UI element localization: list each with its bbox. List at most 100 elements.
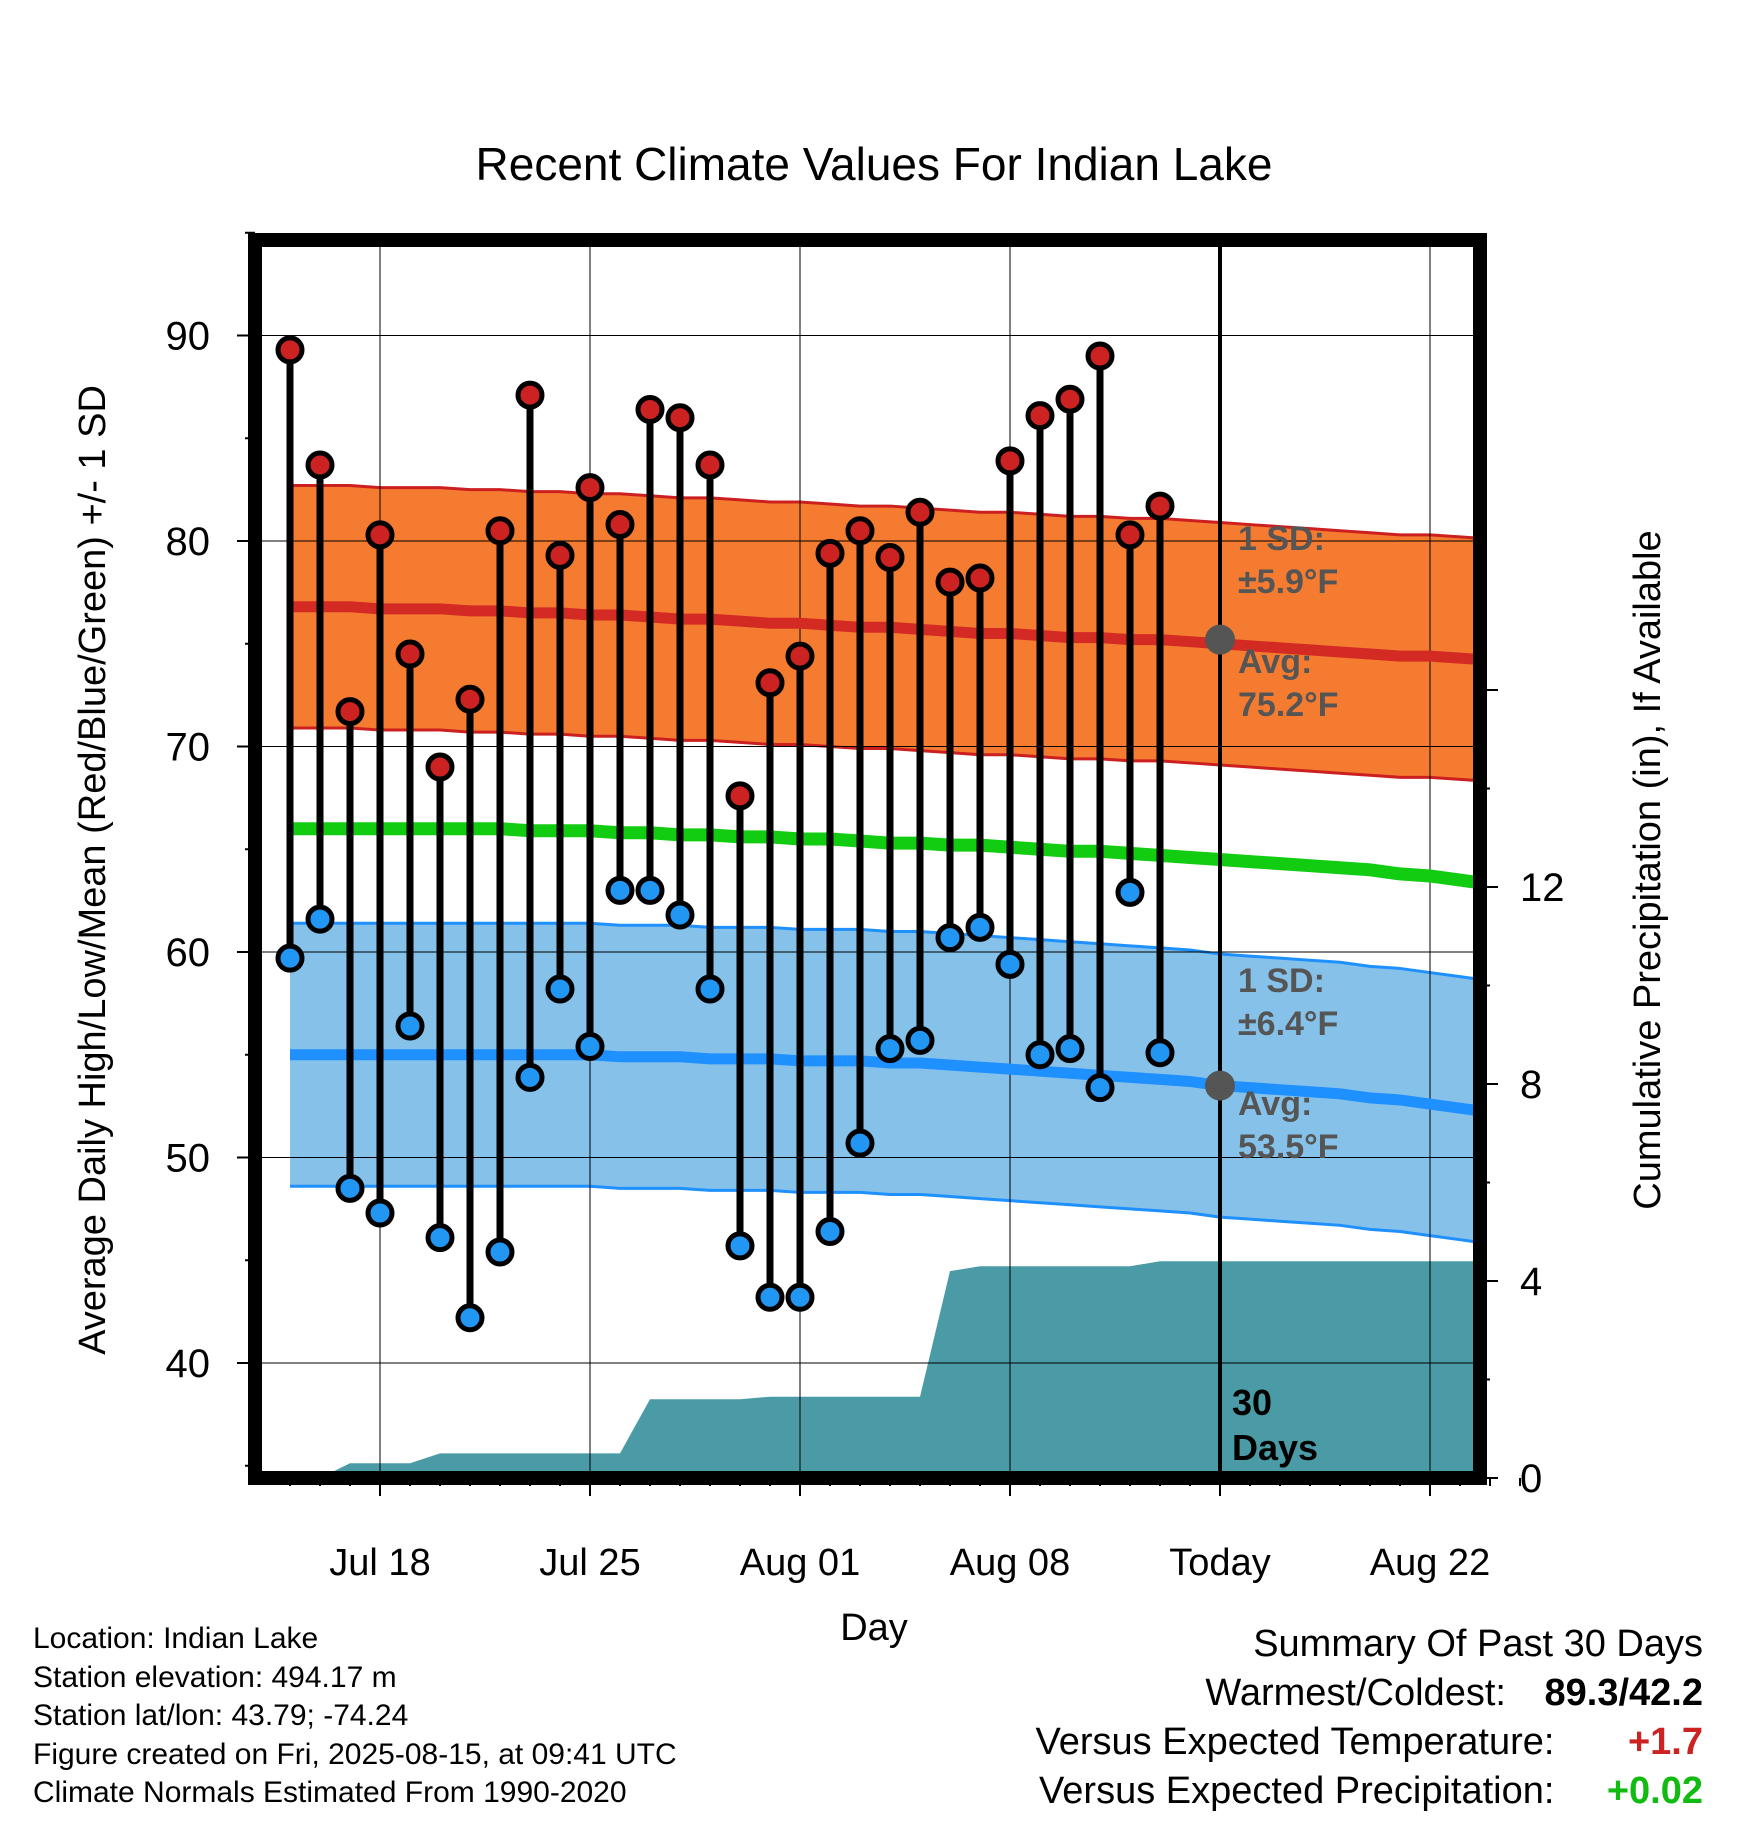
low-sd-label: 1 SD: (1238, 962, 1325, 1000)
daily-high-point (1085, 341, 1115, 371)
y-tick-label-left: 40 (166, 1342, 211, 1386)
daily-high-point (305, 450, 335, 480)
daily-high-point (365, 520, 395, 550)
plot-area: 1 SD: ±5.9°F Avg: 75.2°F 1 SD: ±6.4°F Avg: 53.5… (166, 231, 1565, 1584)
plot-content (255, 240, 1480, 1478)
x-tick-label: Aug 22 (1370, 1542, 1490, 1584)
info-location: Location: Indian Lake (33, 1622, 319, 1655)
normal-low-line (290, 1049, 1480, 1117)
high-sd-upper-line (290, 484, 1480, 540)
y-tick-label-right: 8 (1520, 1063, 1542, 1107)
low-avg-label: Avg: (1238, 1085, 1312, 1123)
y-tick-label-right: 4 (1520, 1260, 1542, 1304)
daily-high-point (1115, 520, 1145, 550)
daily-low-point (515, 1062, 545, 1092)
info-normals: Climate Normals Estimated From 1990-2020 (33, 1776, 627, 1809)
precip-label: Versus Expected Precipitation: (1039, 1770, 1555, 1812)
daily-high-point (965, 563, 995, 593)
low-sd-band (290, 923, 1480, 1243)
daily-low-point (575, 1032, 605, 1062)
daily-high-point (455, 684, 485, 714)
x-tick-label: Jul 18 (329, 1542, 430, 1584)
high-sd-lower-line (290, 726, 1480, 783)
daily-low-point (845, 1128, 875, 1158)
days-count-label: 30 (1232, 1382, 1272, 1423)
low-avg-value: 53.5°F (1238, 1128, 1339, 1166)
today-low-normal-marker (1205, 1070, 1235, 1101)
y-axis-label-right: Cumulative Precipitation (in), If Availa… (1627, 530, 1669, 1209)
x-tick-label: Aug 08 (950, 1542, 1070, 1584)
daily-low-point (635, 875, 665, 905)
daily-low-point (815, 1216, 845, 1246)
daily-low-point (605, 875, 635, 905)
daily-high-point (725, 781, 755, 811)
daily-high-point (935, 567, 965, 597)
daily-high-point (755, 668, 785, 698)
days-unit-label: Days (1232, 1427, 1318, 1468)
daily-low-point (335, 1173, 365, 1203)
temp-label: Versus Expected Temperature: (1035, 1721, 1555, 1763)
y-tick-label-left: 90 (166, 315, 211, 359)
daily-high-point (395, 639, 425, 669)
daily-low-point (995, 949, 1025, 979)
info-created: Figure created on Fri, 2025-08-15, at 09… (33, 1737, 677, 1771)
summary-precip-row: Versus Expected Precipitation: +0.02 (1036, 1767, 1703, 1816)
daily-low-point (1115, 877, 1145, 907)
y-tick-label-left: 50 (166, 1137, 211, 1181)
temp-value: +1.7 (1627, 1721, 1703, 1763)
daily-high-point (425, 752, 455, 782)
y-tick-label-right: 12 (1520, 866, 1565, 910)
info-latlon: Station lat/lon: 43.79; -74.24 (33, 1699, 409, 1732)
plot-frame (248, 233, 1487, 1485)
daily-low-point (545, 974, 575, 1004)
today-high-normal-marker (1205, 624, 1235, 655)
daily-low-point (275, 943, 305, 973)
daily-high-point (1025, 401, 1055, 431)
daily-low-point (965, 912, 995, 942)
daily-high-point (665, 403, 695, 433)
daily-low-point (1025, 1040, 1055, 1070)
daily-high-point (275, 335, 305, 365)
daily-low-point (425, 1223, 455, 1253)
y-tick-label-right: 0 (1520, 1457, 1542, 1501)
chart-title: Recent Climate Values For Indian Lake (476, 138, 1273, 190)
daily-high-point (695, 450, 725, 480)
daily-high-point (815, 538, 845, 568)
daily-high-point (545, 540, 575, 570)
station-info: Location: Indian Lake Station elevation:… (33, 1620, 677, 1813)
daily-high-point (785, 641, 815, 671)
summary-warmest-row: Warmest/Coldest: 89.3/42.2 (1036, 1669, 1703, 1718)
daily-high-point (335, 697, 365, 727)
daily-low-point (695, 974, 725, 1004)
low-sd-upper-line (290, 921, 1480, 981)
y-tick-label-left: 70 (166, 726, 211, 770)
normal-mean-line (290, 822, 1480, 890)
low-sd-value: ±6.4°F (1238, 1005, 1338, 1043)
daily-low-point (365, 1198, 395, 1228)
x-axis-label: Day (840, 1607, 908, 1649)
daily-high-point (1055, 384, 1085, 414)
daily-high-point (515, 380, 545, 410)
daily-high-point (995, 446, 1025, 476)
daily-high-point (635, 394, 665, 424)
daily-low-point (905, 1025, 935, 1055)
low-sd-lower-line (290, 1184, 1480, 1244)
daily-low-point (395, 1011, 425, 1041)
daily-low-point (725, 1231, 755, 1261)
x-tick-label: Jul 25 (539, 1542, 640, 1584)
daily-high-point (845, 516, 875, 546)
daily-low-point (785, 1282, 815, 1312)
daily-high-point (1145, 491, 1175, 521)
x-tick-label: Today (1169, 1542, 1270, 1584)
daily-high-point (575, 473, 605, 503)
daily-low-point (485, 1237, 515, 1267)
high-avg-value: 75.2°F (1238, 686, 1339, 724)
daily-low-point (1145, 1038, 1175, 1068)
summary-temp-row: Versus Expected Temperature: +1.7 (1036, 1718, 1703, 1767)
high-sd-label: 1 SD: (1238, 520, 1325, 558)
daily-low-point (935, 923, 965, 953)
summary-title: Summary Of Past 30 Days (1253, 1623, 1703, 1665)
y-tick-label-left: 80 (166, 520, 211, 564)
precip-value: +0.02 (1606, 1770, 1703, 1812)
